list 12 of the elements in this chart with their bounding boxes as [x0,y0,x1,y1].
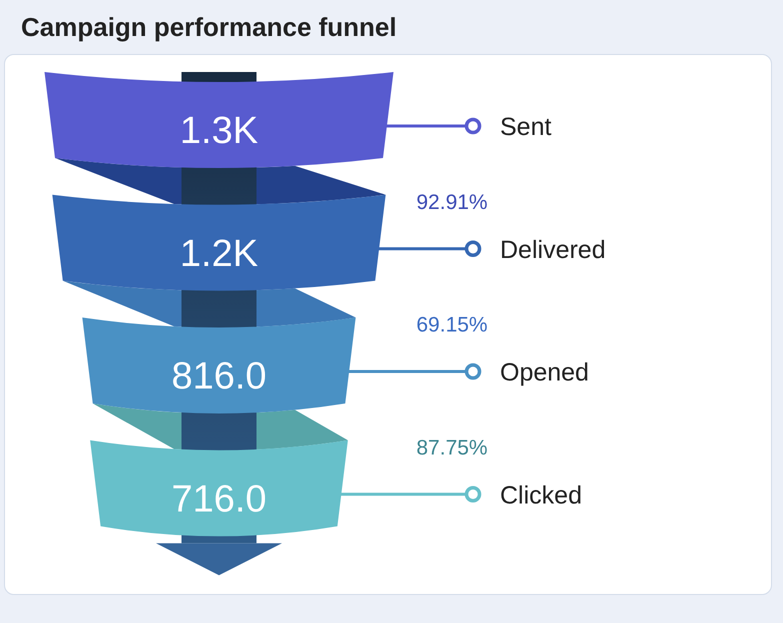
category-label: Opened [500,358,589,386]
text: 92.91% [416,190,488,214]
text: 69.15% [416,314,488,336]
text: Campaign performance funnel [21,12,397,42]
category-label: Sent [500,113,552,141]
data-label: 816.0 [171,356,267,398]
data-label: 716.0 [171,478,267,520]
text: 87.75% [416,436,488,460]
category-label: Clicked [500,481,582,510]
data-label: 1.3K [180,110,258,152]
data-label: 1.2K [180,232,258,275]
category-label: Delivered [500,236,606,264]
